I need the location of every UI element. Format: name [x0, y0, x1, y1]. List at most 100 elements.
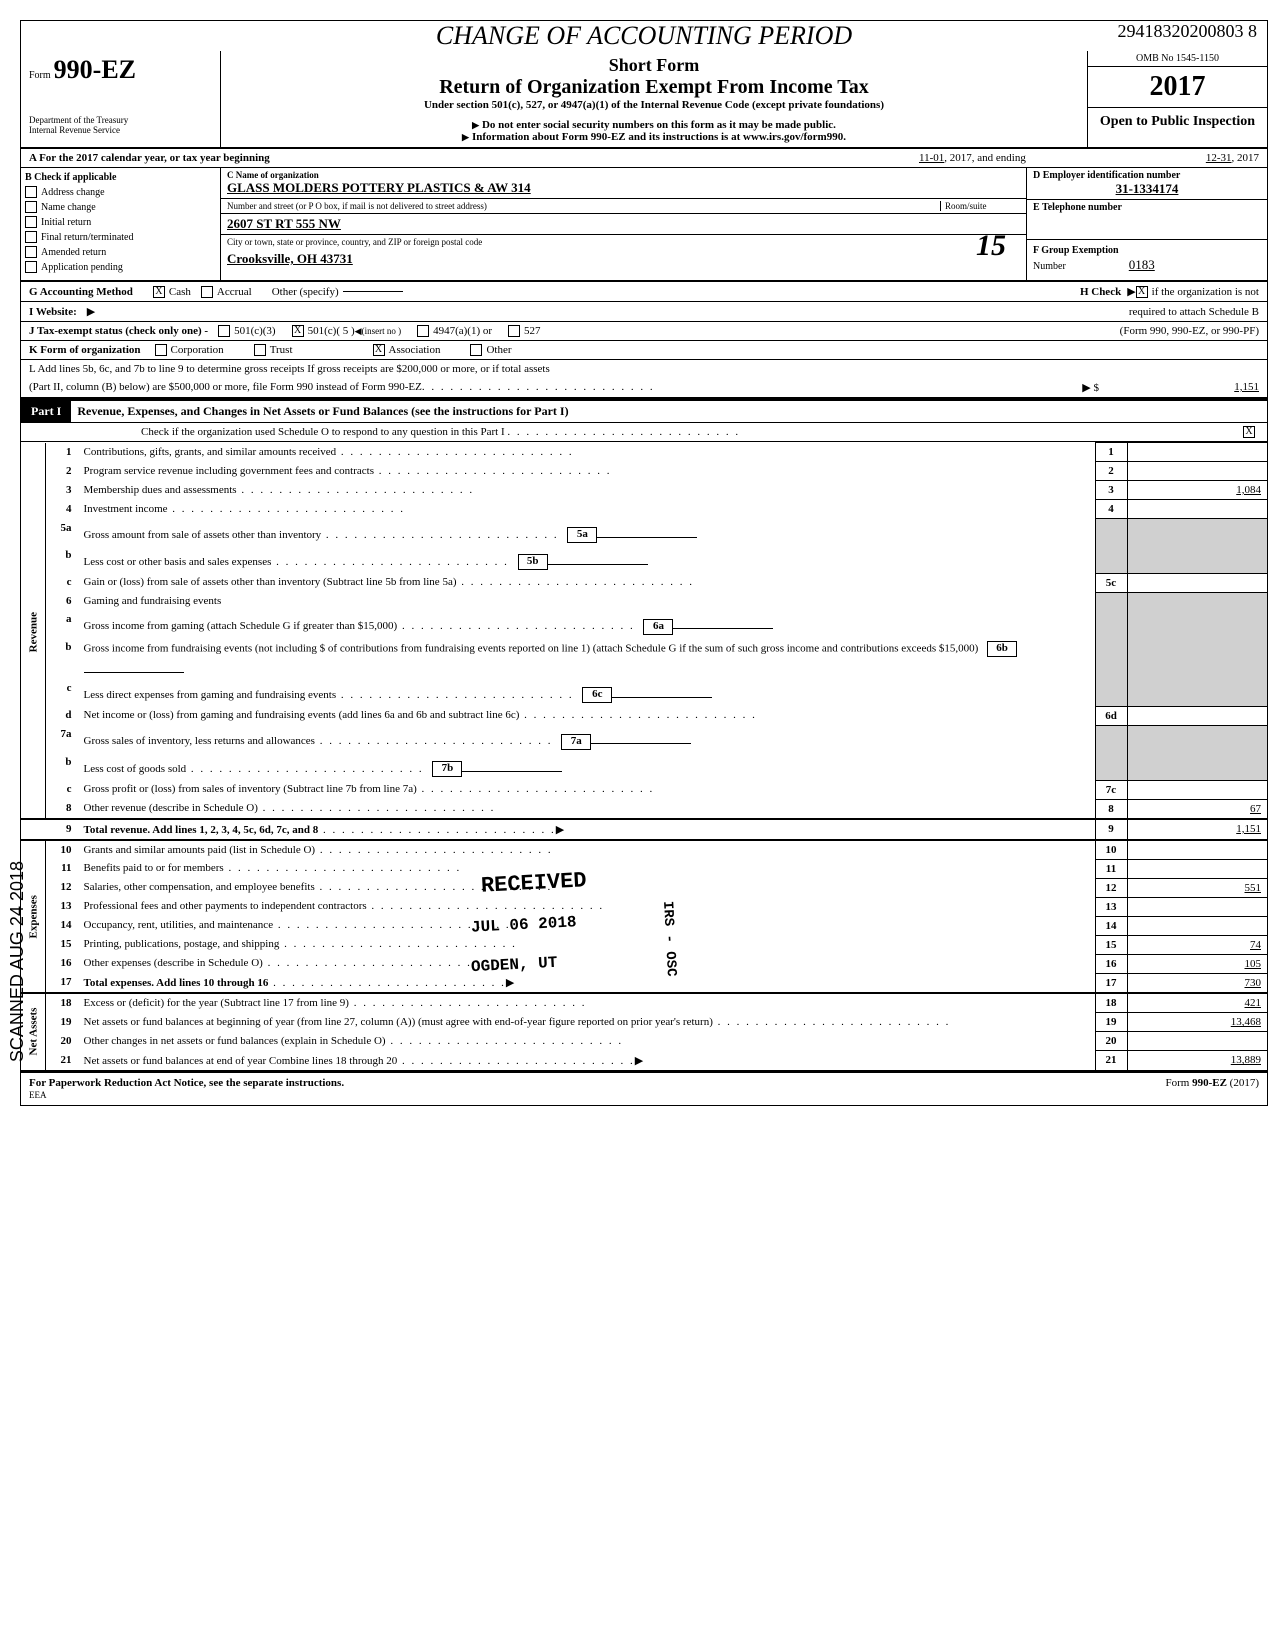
- box-num: 11: [1095, 859, 1127, 878]
- no-ssn-line: Do not enter social security numbers on …: [229, 119, 1079, 131]
- form-number: 990-EZ: [54, 55, 136, 84]
- part1-title: Revenue, Expenses, and Changes in Net As…: [71, 401, 574, 422]
- line-desc: Contributions, gifts, grants, and simila…: [84, 446, 337, 458]
- checkbox-initial-return[interactable]: [25, 216, 37, 228]
- open-public: Open to Public Inspection: [1088, 108, 1267, 136]
- inner-box-6b: 6b: [987, 641, 1017, 657]
- inner-box-7b: 7b: [432, 761, 462, 777]
- line-val: [1127, 859, 1267, 878]
- checkbox-application-pending[interactable]: [25, 261, 37, 273]
- short-form-label: Short Form: [229, 55, 1079, 76]
- line-a-mid: , 2017, and ending: [944, 152, 1026, 164]
- under-section: Under section 501(c), 527, or 4947(a)(1)…: [229, 99, 1079, 111]
- box-num: 4: [1095, 500, 1127, 519]
- line-desc: Professional fees and other payments to …: [84, 900, 367, 912]
- line-val: 551: [1127, 878, 1267, 897]
- line-val: [1127, 780, 1267, 799]
- line-num: c: [46, 780, 78, 799]
- checkbox-trust[interactable]: [254, 344, 266, 356]
- checkbox-accrual[interactable]: [201, 286, 213, 298]
- line-num: 4: [46, 500, 78, 519]
- handwritten-header: CHANGE OF ACCOUNTING PERIOD: [436, 21, 852, 50]
- check-o-text: Check if the organization used Schedule …: [141, 426, 505, 438]
- box-num: 8: [1095, 799, 1127, 819]
- line-num: a: [46, 610, 78, 637]
- checkbox-h[interactable]: X: [1136, 286, 1148, 298]
- line-a: A For the 2017 calendar year, or tax yea…: [21, 149, 1267, 168]
- line-num: 6: [46, 592, 78, 610]
- box-num: 7c: [1095, 780, 1127, 799]
- line-desc: Net income or (loss) from gaming and fun…: [84, 709, 520, 721]
- initials-stamp: 15: [976, 229, 1006, 263]
- checkbox-assoc[interactable]: X: [373, 344, 385, 356]
- tax-year: 2017: [1088, 67, 1267, 108]
- line-val: 13,889: [1127, 1051, 1267, 1071]
- line-val: 730: [1127, 973, 1267, 993]
- line-desc: Less direct expenses from gaming and fun…: [84, 689, 337, 701]
- j-opt3: 4947(a)(1) or: [433, 325, 492, 337]
- box-num: 5c: [1095, 573, 1127, 592]
- checkbox-527[interactable]: [508, 325, 520, 337]
- inner-box-7a: 7a: [561, 734, 591, 750]
- box-num: 18: [1095, 993, 1127, 1013]
- checkbox-schedule-o[interactable]: X: [1243, 426, 1255, 438]
- checkbox-other[interactable]: [470, 344, 482, 356]
- line-l2: (Part II, column (B) below) are $500,000…: [29, 381, 422, 394]
- checkbox-address-change[interactable]: [25, 186, 37, 198]
- line-val: [1127, 840, 1267, 860]
- line-desc: Gross income from gaming (attach Schedul…: [84, 620, 398, 632]
- box-num: 3: [1095, 481, 1127, 500]
- line-j: J Tax-exempt status (check only one) - 5…: [21, 322, 1267, 341]
- line-desc: Gross sales of inventory, less returns a…: [84, 735, 315, 747]
- k-other: Other: [486, 344, 511, 356]
- line-l-arrow: ▶ $: [1082, 381, 1099, 394]
- checkbox-name-change[interactable]: [25, 201, 37, 213]
- j-opt1: 501(c)(3): [234, 325, 276, 337]
- line-val: [1127, 706, 1267, 725]
- dept-treasury: Department of the Treasury: [29, 115, 212, 125]
- footer-row: For Paperwork Reduction Act Notice, see …: [21, 1072, 1267, 1105]
- line-desc: Other expenses (describe in Schedule O): [84, 957, 263, 969]
- line-val: 13,468: [1127, 1013, 1267, 1032]
- footer-left: For Paperwork Reduction Act Notice, see …: [29, 1077, 344, 1089]
- line-val: 1,151: [1127, 819, 1267, 840]
- scanned-stamp: SCANNED AUG 24 2018: [7, 861, 28, 1062]
- line-a-suffix: , 2017: [1232, 152, 1260, 164]
- f-label: F Group Exemption: [1033, 245, 1119, 256]
- line-desc: Gross profit or (loss) from sales of inv…: [84, 783, 417, 795]
- line-num: 21: [46, 1051, 78, 1071]
- box-num: 9: [1095, 819, 1127, 840]
- line-val: [1127, 1032, 1267, 1051]
- line-num: 5a: [46, 519, 78, 546]
- cb-label: Initial return: [41, 217, 91, 228]
- line-num: c: [46, 679, 78, 706]
- checkbox-4947[interactable]: [417, 325, 429, 337]
- j-opt2: 501(c)( 5 ): [308, 325, 355, 337]
- line-desc: Net assets or fund balances at beginning…: [84, 1016, 713, 1028]
- line-k: K Form of organization Corporation Trust…: [21, 341, 1267, 360]
- line-desc: Gain or (loss) from sale of assets other…: [84, 576, 457, 588]
- line-val: [1127, 500, 1267, 519]
- h-text1: if the organization is not: [1152, 286, 1259, 298]
- line-num: 18: [46, 993, 78, 1013]
- box-num: 17: [1095, 973, 1127, 993]
- part1-header-row: Part I Revenue, Expenses, and Changes in…: [21, 399, 1267, 423]
- inner-box-5b: 5b: [518, 554, 548, 570]
- line-num: c: [46, 573, 78, 592]
- checkbox-amended-return[interactable]: [25, 246, 37, 258]
- line-num: 17: [46, 973, 78, 993]
- line-num: d: [46, 706, 78, 725]
- line-desc: Other revenue (describe in Schedule O): [84, 802, 258, 814]
- checkbox-corp[interactable]: [155, 344, 167, 356]
- line-num: 15: [46, 935, 78, 954]
- line-val: 1,084: [1127, 481, 1267, 500]
- street: 2607 ST RT 555 NW: [221, 214, 1026, 235]
- checkbox-501c[interactable]: X: [292, 325, 304, 337]
- checkbox-final-return[interactable]: [25, 231, 37, 243]
- checkbox-501c3[interactable]: [218, 325, 230, 337]
- line-val: [1127, 897, 1267, 916]
- line-a-end: 12-31: [1206, 152, 1232, 164]
- checkbox-cash[interactable]: X: [153, 286, 165, 298]
- line-num: 10: [46, 840, 78, 860]
- inner-box-5a: 5a: [567, 527, 597, 543]
